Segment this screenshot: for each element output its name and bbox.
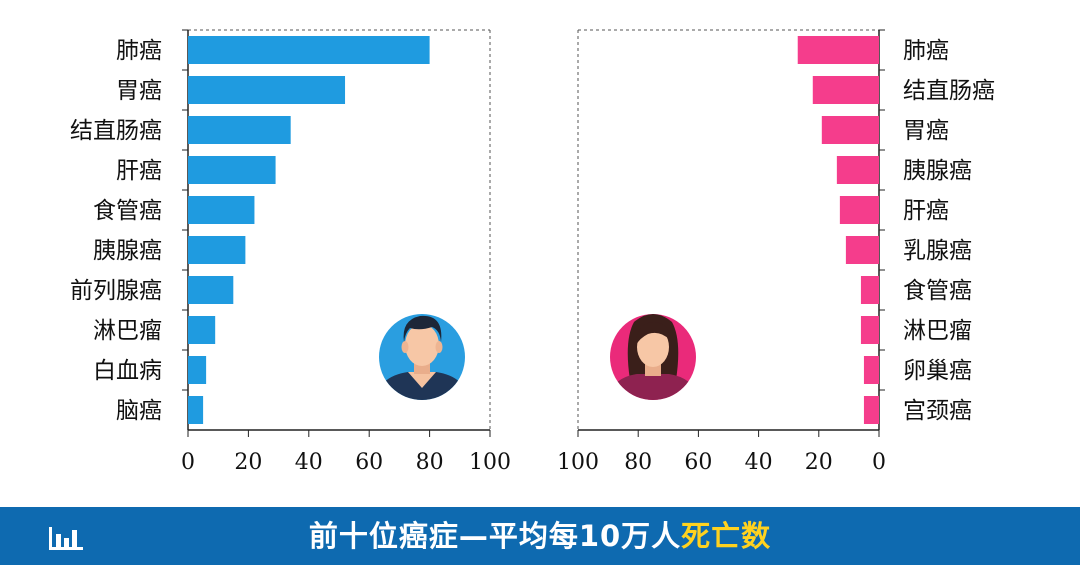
category-label: 胃癌 bbox=[116, 78, 162, 104]
x-tick-label: 40 bbox=[745, 450, 773, 475]
bar bbox=[188, 196, 255, 224]
title-banner: 前十位癌症—平均每10万人死亡数 bbox=[0, 507, 1080, 565]
bar bbox=[812, 76, 879, 104]
bar bbox=[188, 396, 204, 424]
x-tick-label: 0 bbox=[872, 450, 886, 475]
female-avatar-icon bbox=[610, 314, 696, 400]
category-label: 结直肠癌 bbox=[70, 118, 162, 144]
bar bbox=[860, 276, 879, 304]
banner-title: 前十位癌症—平均每10万人死亡数 bbox=[0, 507, 1080, 565]
category-label: 宫颈癌 bbox=[903, 398, 972, 424]
category-label: 肝癌 bbox=[903, 198, 949, 224]
bar bbox=[836, 156, 879, 184]
bar bbox=[860, 316, 879, 344]
category-label: 脑癌 bbox=[116, 398, 162, 424]
category-label: 胰腺癌 bbox=[903, 158, 972, 184]
category-label: 结直肠癌 bbox=[903, 78, 995, 104]
category-label: 食管癌 bbox=[903, 278, 972, 304]
x-tick-label: 20 bbox=[805, 450, 833, 475]
bar bbox=[863, 396, 879, 424]
bar bbox=[188, 316, 216, 344]
bar bbox=[188, 156, 276, 184]
category-label: 胰腺癌 bbox=[93, 238, 162, 264]
bar bbox=[188, 116, 291, 144]
category-label: 前列腺癌 bbox=[70, 278, 162, 304]
male-avatar-icon bbox=[379, 314, 465, 400]
bar-chart-icon bbox=[49, 527, 83, 550]
category-label: 淋巴瘤 bbox=[903, 318, 972, 344]
x-tick-label: 80 bbox=[624, 450, 652, 475]
bar bbox=[797, 36, 879, 64]
bar bbox=[188, 76, 346, 104]
bar bbox=[188, 236, 246, 264]
x-tick-label: 80 bbox=[416, 450, 444, 475]
category-label: 食管癌 bbox=[93, 198, 162, 224]
bar bbox=[821, 116, 879, 144]
bar bbox=[839, 196, 879, 224]
bar bbox=[845, 236, 879, 264]
bar bbox=[188, 36, 430, 64]
category-label: 肝癌 bbox=[116, 158, 162, 184]
x-tick-label: 60 bbox=[684, 450, 712, 475]
bar bbox=[188, 276, 234, 304]
category-label: 淋巴瘤 bbox=[93, 318, 162, 344]
category-label: 白血病 bbox=[93, 358, 162, 384]
bar bbox=[188, 356, 207, 384]
category-label: 肺癌 bbox=[903, 38, 949, 64]
banner-title-main: 前十位癌症—平均每10万人 bbox=[308, 519, 682, 553]
x-tick-label: 100 bbox=[469, 450, 511, 475]
x-tick-label: 40 bbox=[295, 450, 323, 475]
category-label: 胃癌 bbox=[903, 118, 949, 144]
x-tick-label: 100 bbox=[557, 450, 599, 475]
x-tick-label: 20 bbox=[234, 450, 262, 475]
bar bbox=[863, 356, 879, 384]
banner-title-highlight: 死亡数 bbox=[681, 519, 772, 553]
category-label: 乳腺癌 bbox=[903, 238, 972, 264]
category-label: 肺癌 bbox=[116, 38, 162, 64]
category-label: 卵巢癌 bbox=[903, 358, 972, 384]
x-tick-label: 60 bbox=[355, 450, 383, 475]
x-tick-label: 0 bbox=[181, 450, 195, 475]
